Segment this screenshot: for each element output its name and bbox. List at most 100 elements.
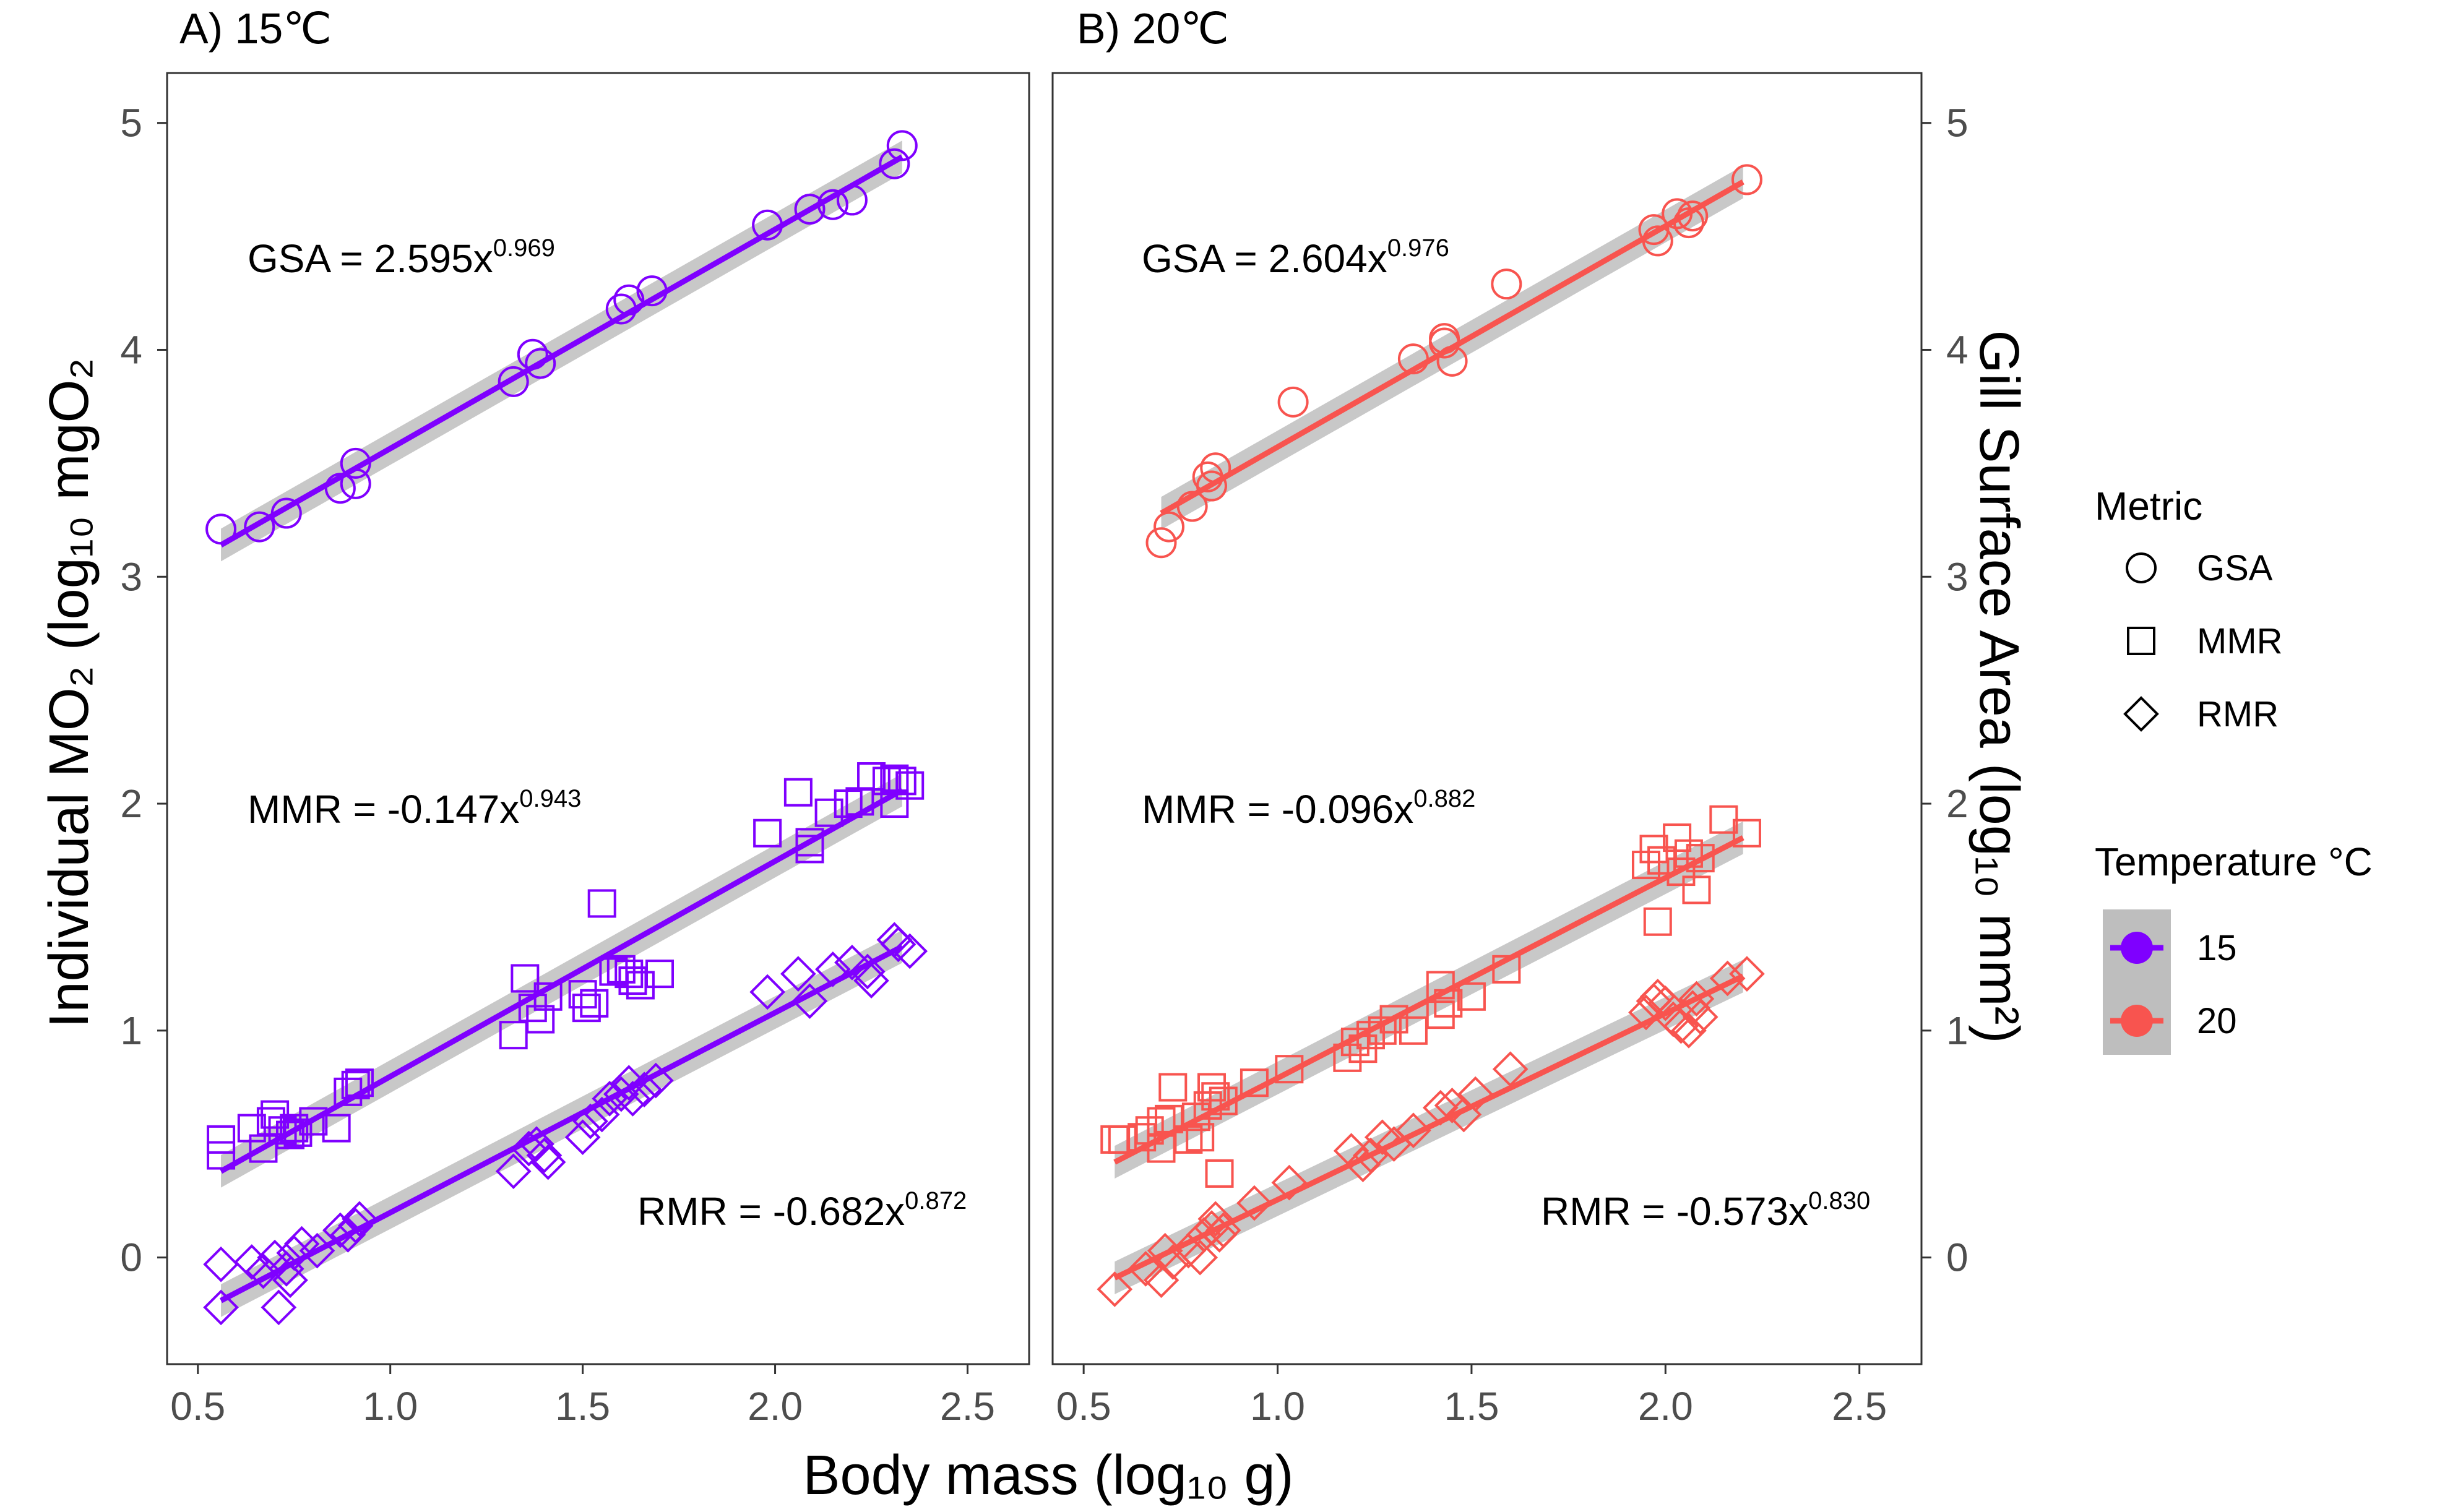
data-point-rmr [603,1076,639,1112]
data-point-rmr [342,1201,377,1237]
data-point-mmr [1434,989,1463,1018]
data-point-mmr [322,1114,351,1143]
data-point-gsa [752,209,783,241]
fit-line-mmr [219,788,903,1174]
data-point-rmr [564,1119,601,1156]
data-point-mmr [1674,839,1703,868]
data-point-gsa [1154,511,1185,543]
data-point-gsa [1677,200,1709,232]
data-point-rmr [1663,1008,1699,1044]
data-point-mmr [518,994,547,1023]
data-point-mmr [1201,1082,1230,1111]
data-point-mmr [1193,1091,1222,1120]
equation-mmr: MMR = -0.096x0.882 [1142,785,1475,831]
panel-15c: 0.5 1.0 1.5 2.0 2.5 0 1 2 3 4 5 GSA = 2.595x0.969 MM… [120,4,1030,1428]
data-point-gsa [636,275,668,307]
data-point-mmr [572,994,601,1023]
legend-metric-rmr: RMR [2197,694,2279,734]
legend: Metric GSA MMR RMR Temperature °C 15 20 [2095,484,2373,1055]
data-point-rmr [849,953,886,990]
data-point-rmr [1143,1262,1179,1299]
legend-temp-20-key [2110,1005,2163,1037]
data-point-rmr [749,974,785,1010]
data-point-rmr [1353,1137,1389,1174]
data-point-rmr [1197,1201,1234,1237]
data-point-mmr [1631,851,1660,880]
data-point-mmr [345,1068,374,1097]
data-point-rmr [1236,1185,1272,1221]
x-tick-label: 2.0 [1638,1384,1693,1428]
legend-temp-dot [2121,932,2153,964]
data-point-gsa [886,130,918,161]
y-tick-label-right: 0 [1946,1235,1969,1280]
data-point-gsa [1397,343,1429,375]
legend-metric-mmr: MMR [2197,621,2283,661]
data-point-rmr [853,963,889,999]
data-point-gsa [498,366,529,397]
data-point-mmr [1186,1123,1215,1152]
data-point-gsa [340,468,371,499]
data-point-rmr [495,1153,532,1190]
data-point-mmr [1181,1102,1210,1132]
data-point-rmr [780,956,816,992]
data-point-rmr [834,944,870,981]
data-point-gsa [270,497,302,529]
data-point-mmr [1209,1086,1238,1115]
data-point-rmr [1709,960,1746,997]
data-point-rmr [1647,985,1684,1021]
data-point-gsa [1436,345,1468,377]
data-point-mmr [834,789,863,818]
legend-temp-dot [2121,1005,2153,1037]
data-point-gsa [517,338,548,370]
data-point-gsa [817,189,848,220]
data-point-gsa [1176,491,1208,522]
data-point-rmr [268,1251,304,1287]
data-point-mmr [872,767,901,796]
data-point-mmr [280,1114,309,1143]
y-tick-label-left: 4 [120,327,142,372]
data-point-mmr [614,960,644,989]
data-point-rmr [791,983,828,1019]
data-point-mmr [1732,818,1761,848]
data-point-rmr [1671,1012,1707,1049]
data-point-mmr [1356,1021,1385,1050]
data-point-mmr [880,789,909,818]
data-point-rmr [892,933,928,969]
data-point-rmr [1205,1212,1241,1248]
legend-metric-title: Metric [2095,484,2202,528]
equation-gsa: GSA = 2.595x0.969 [248,234,555,281]
data-point-rmr [1678,981,1715,1017]
legend-gsa-circle-icon [2126,552,2157,583]
data-point-mmr [526,1005,555,1034]
data-point-gsa [1731,164,1762,195]
data-point-mmr [645,960,674,989]
data-point-rmr [614,1081,651,1117]
data-point-gsa [1145,527,1177,559]
data-point-rmr [1628,994,1664,1031]
data-point-mmr [1663,823,1692,853]
legend-temp-15: 15 [2197,928,2237,968]
data-point-mmr [207,1125,236,1154]
data-point-mmr [857,762,886,791]
x-tick-label: 0.5 [1056,1384,1111,1428]
x-tick-label: 2.5 [1832,1384,1887,1428]
data-point-gsa [794,194,826,225]
data-point-rmr [1364,1119,1400,1156]
data-point-mmr [580,989,609,1018]
data-point-rmr [203,1289,239,1326]
data-point-rmr [1182,1239,1218,1276]
data-point-rmr [1147,1232,1183,1269]
data-point-rmr [637,1062,674,1099]
data-point-gsa [1642,225,1673,257]
y-tick-label-left: 5 [120,101,142,145]
data-point-mmr [1379,1005,1408,1034]
panel-20c: 0.5 1.0 1.5 2.0 2.5 0 1 2 3 4 5 GSA = 2.604x0.976 MM… [1051,4,1969,1428]
data-point-mmr [341,1070,370,1099]
data-point-rmr [203,1246,239,1282]
x-tick-label: 2.0 [748,1384,803,1428]
data-point-mmr [533,982,563,1011]
x-tick-label: 2.5 [940,1384,995,1428]
data-point-mmr [1426,971,1455,1000]
data-point-mmr [1333,1043,1362,1072]
